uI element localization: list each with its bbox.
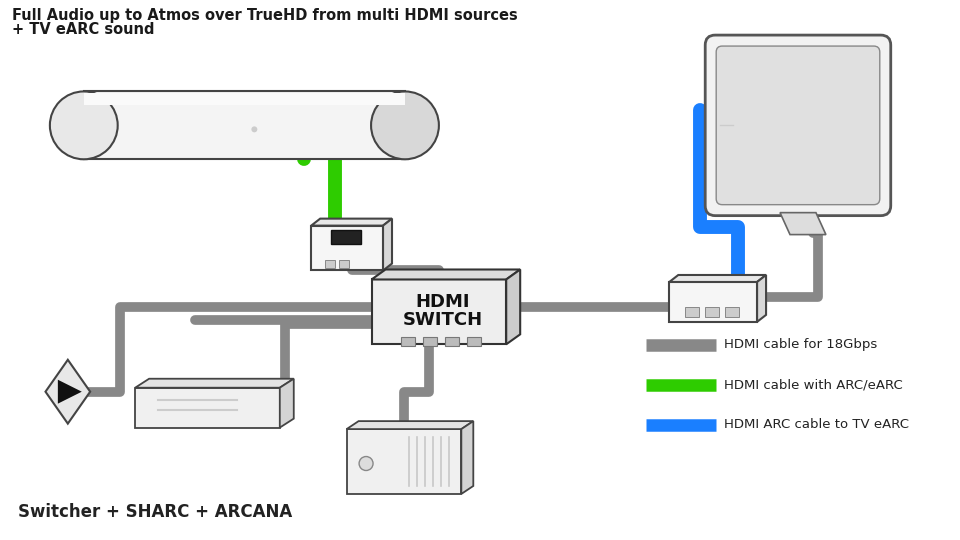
Polygon shape — [347, 429, 462, 494]
Text: HDMI cable for 18Gbps: HDMI cable for 18Gbps — [724, 339, 877, 352]
Polygon shape — [279, 379, 294, 428]
FancyBboxPatch shape — [706, 35, 891, 215]
FancyBboxPatch shape — [444, 338, 459, 346]
Polygon shape — [780, 213, 826, 234]
Text: + TV eARC sound: + TV eARC sound — [12, 22, 155, 37]
Ellipse shape — [372, 91, 439, 159]
FancyBboxPatch shape — [331, 230, 361, 244]
Polygon shape — [669, 275, 766, 282]
Polygon shape — [383, 219, 392, 271]
FancyBboxPatch shape — [84, 93, 405, 105]
FancyBboxPatch shape — [685, 307, 699, 317]
FancyBboxPatch shape — [325, 260, 335, 267]
Text: Switcher + SHARC + ARCANA: Switcher + SHARC + ARCANA — [18, 503, 292, 521]
Polygon shape — [372, 280, 506, 345]
Text: HDMI ARC cable to TV eARC: HDMI ARC cable to TV eARC — [724, 418, 909, 431]
FancyBboxPatch shape — [339, 260, 349, 267]
FancyBboxPatch shape — [84, 91, 405, 159]
FancyBboxPatch shape — [423, 338, 437, 346]
Polygon shape — [757, 275, 766, 322]
Polygon shape — [311, 226, 383, 271]
FancyBboxPatch shape — [467, 338, 481, 346]
Polygon shape — [347, 421, 473, 429]
Polygon shape — [669, 282, 757, 322]
FancyBboxPatch shape — [401, 338, 415, 346]
Text: Full Audio up to Atmos over TrueHD from multi HDMI sources: Full Audio up to Atmos over TrueHD from … — [12, 8, 517, 23]
Polygon shape — [311, 219, 392, 226]
Polygon shape — [462, 421, 473, 494]
Polygon shape — [45, 360, 90, 423]
Polygon shape — [135, 388, 279, 428]
Polygon shape — [372, 269, 520, 280]
Polygon shape — [506, 269, 520, 345]
Circle shape — [252, 126, 257, 132]
FancyBboxPatch shape — [706, 307, 719, 317]
Polygon shape — [58, 380, 82, 404]
Text: HDMI: HDMI — [416, 293, 470, 311]
Text: SWITCH: SWITCH — [403, 311, 483, 329]
FancyBboxPatch shape — [725, 307, 739, 317]
Circle shape — [359, 456, 373, 470]
Text: HDMI cable with ARC/eARC: HDMI cable with ARC/eARC — [724, 378, 903, 391]
Polygon shape — [135, 379, 294, 388]
Ellipse shape — [50, 91, 118, 159]
FancyBboxPatch shape — [716, 46, 879, 205]
